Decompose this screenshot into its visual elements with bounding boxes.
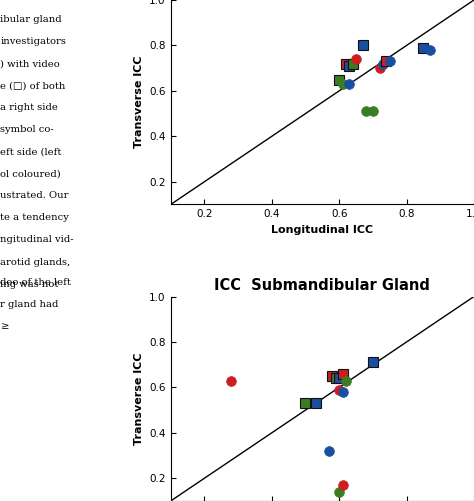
Text: arotid glands,: arotid glands, — [0, 258, 71, 267]
Y-axis label: Transverse ICC: Transverse ICC — [134, 56, 144, 148]
Text: ngitudinal vid-: ngitudinal vid- — [0, 235, 74, 244]
Text: deo of the left: deo of the left — [0, 278, 72, 287]
Text: te a tendency: te a tendency — [0, 213, 69, 222]
Text: eft side (left: eft side (left — [0, 147, 62, 156]
Text: ing was not: ing was not — [0, 280, 59, 289]
Text: ibular gland: ibular gland — [0, 15, 62, 24]
Text: symbol co-: symbol co- — [0, 125, 54, 134]
Text: ol coloured): ol coloured) — [0, 169, 61, 178]
Text: a right side: a right side — [0, 103, 58, 112]
Text: investigators: investigators — [0, 37, 66, 46]
Text: ) with video: ) with video — [0, 59, 60, 68]
Text: ustrated. Our: ustrated. Our — [0, 191, 69, 200]
Text: e (□) of both: e (□) of both — [0, 81, 66, 90]
Text: r gland had: r gland had — [0, 300, 59, 309]
Text: ≥: ≥ — [0, 322, 9, 331]
X-axis label: Longitudinal ICC: Longitudinal ICC — [271, 225, 374, 235]
Title: ICC  Submandibular Gland: ICC Submandibular Gland — [214, 278, 430, 293]
Y-axis label: Transverse ICC: Transverse ICC — [134, 353, 144, 445]
